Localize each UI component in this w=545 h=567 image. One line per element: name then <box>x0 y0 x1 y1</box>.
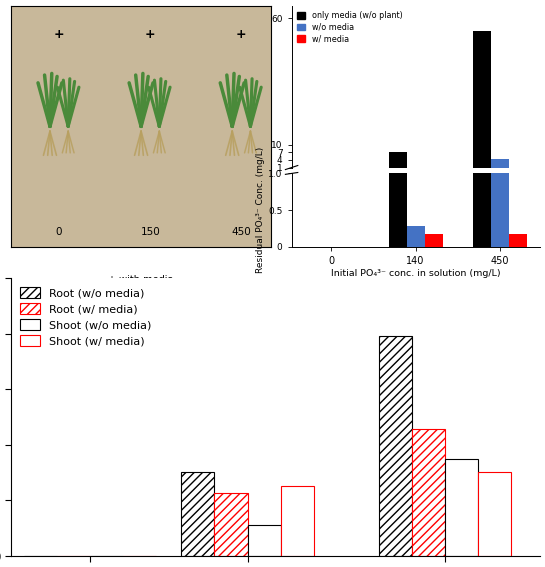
Bar <box>445 459 478 556</box>
Bar <box>509 234 527 247</box>
Bar <box>281 486 314 556</box>
Bar <box>491 159 509 170</box>
Legend: Root (w/o media), Root (w/ media), Shoot (w/o media), Shoot (w/ media): Root (w/o media), Root (w/ media), Shoot… <box>15 282 155 350</box>
Bar <box>411 429 445 556</box>
Bar <box>389 153 407 170</box>
Bar <box>379 336 411 556</box>
X-axis label: Initial PO₄³⁻ conc. in solution (mg/L): Initial PO₄³⁻ conc. in solution (mg/L) <box>331 269 500 278</box>
Text: 450: 450 <box>232 227 251 237</box>
Bar <box>491 0 509 247</box>
Text: +: + <box>236 28 247 41</box>
Text: (b): (b) <box>407 278 425 291</box>
Bar <box>181 472 215 556</box>
Text: +: + <box>54 28 64 41</box>
Bar <box>473 0 491 247</box>
Legend: only media (w/o plant), w/o media, w/ media: only media (w/o plant), w/o media, w/ me… <box>294 8 405 46</box>
Bar <box>389 0 407 247</box>
Text: 150: 150 <box>140 227 160 237</box>
Bar <box>247 525 281 556</box>
Bar <box>407 226 425 247</box>
Bar <box>425 234 443 247</box>
Text: +: + <box>145 28 155 41</box>
Text: (a): (a) <box>132 300 150 313</box>
Bar <box>478 472 511 556</box>
Bar <box>215 493 247 556</box>
Y-axis label: Residual PO₄³⁻ Conc. (mg/L): Residual PO₄³⁻ Conc. (mg/L) <box>256 147 265 273</box>
Text: 0: 0 <box>56 227 62 237</box>
Bar <box>473 31 491 170</box>
Text: + with media: + with media <box>108 275 174 285</box>
